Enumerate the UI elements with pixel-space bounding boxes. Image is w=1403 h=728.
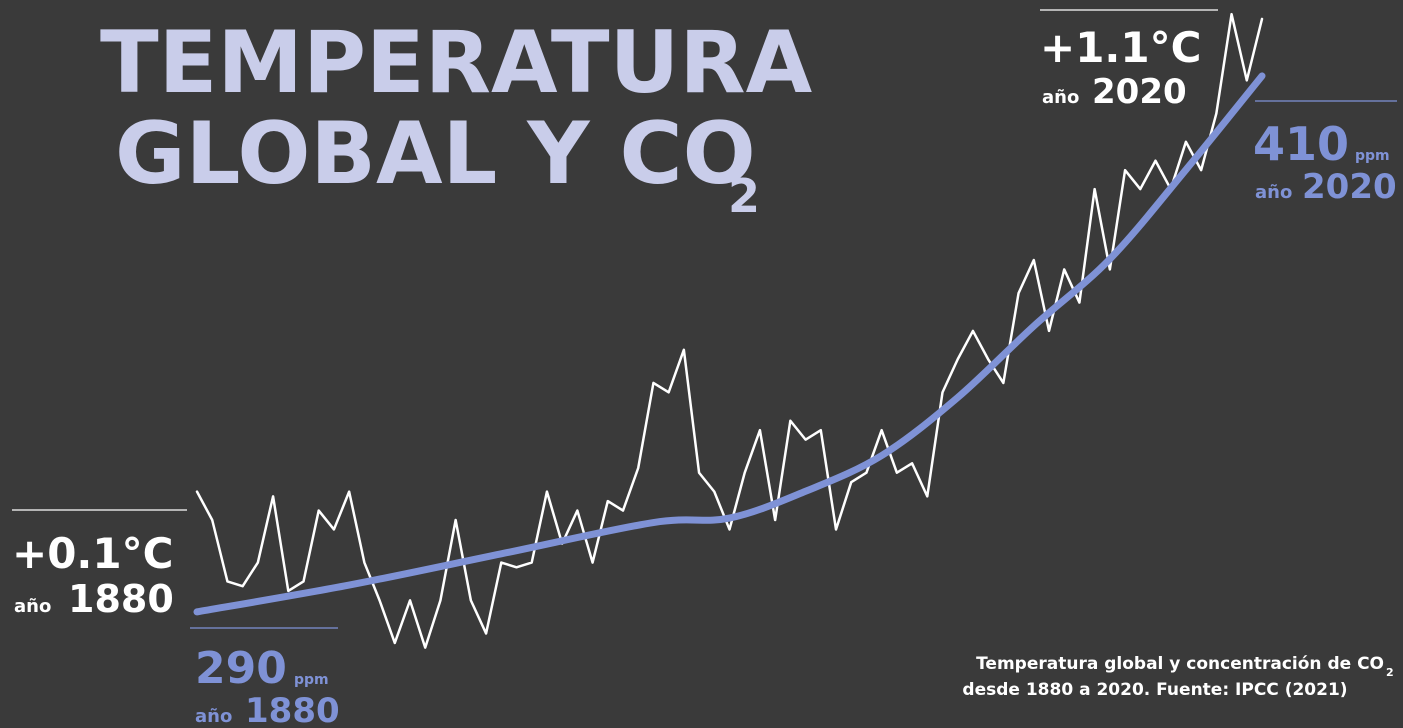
year-prefix: año — [195, 706, 232, 727]
year-label: 1880 — [68, 577, 174, 621]
year-prefix: año — [1042, 87, 1079, 108]
year-label: 2020 — [1302, 167, 1397, 207]
temperature-line — [195, 12, 1264, 649]
value-label: 410 — [1253, 117, 1349, 171]
year-label: 1880 — [245, 691, 340, 728]
title-subscript: 2 — [728, 169, 760, 223]
year-prefix: año — [14, 596, 51, 617]
year-label: 2020 — [1092, 72, 1187, 112]
co2-line — [193, 72, 1266, 616]
unit-label: ppm — [1355, 148, 1390, 164]
value-label: +1.1°C — [1040, 23, 1201, 72]
value-label: 290 — [195, 643, 287, 694]
caption: desde 1880 a 2020. Fuente: IPCC (2021) — [962, 680, 1347, 700]
title-line: GLOBAL Y CO — [115, 104, 756, 204]
caption: Temperatura global y concentración de CO — [976, 654, 1384, 674]
value-label: +0.1°C — [12, 529, 173, 578]
caption-subscript: 2 — [1386, 666, 1394, 679]
year-prefix: año — [1255, 182, 1292, 203]
title-line: TEMPERATURA — [100, 13, 813, 113]
unit-label: ppm — [294, 672, 329, 688]
